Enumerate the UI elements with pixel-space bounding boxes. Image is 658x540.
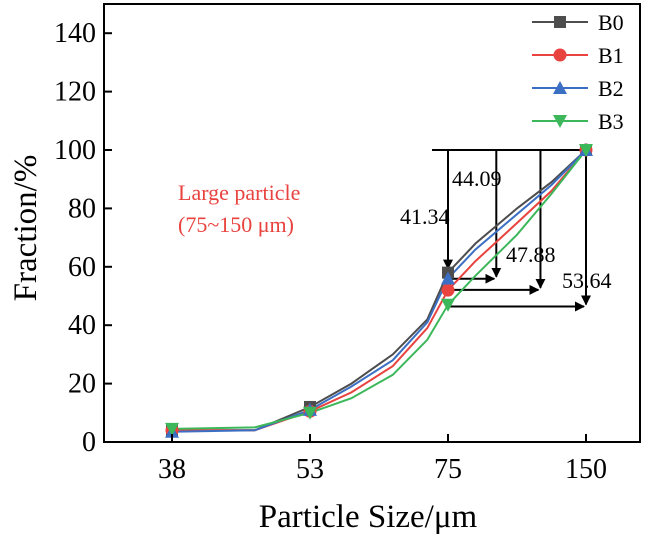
x-axis-title: Particle Size/μm xyxy=(259,499,478,535)
legend-label-B0: B0 xyxy=(598,10,624,35)
y-tick-label-6: 120 xyxy=(54,77,96,108)
y-tick-label-4: 80 xyxy=(68,193,96,224)
y-tick-label-5: 100 xyxy=(54,135,96,166)
series-line-B0 xyxy=(172,149,587,432)
large-particle-note-line2: (75~150 μm) xyxy=(178,212,294,237)
plot-frame xyxy=(103,3,641,443)
series-B3-point-0 xyxy=(165,422,179,436)
series-B1-point-6 xyxy=(441,283,455,297)
y-tick-label-7: 140 xyxy=(54,18,96,49)
series-line-B3 xyxy=(171,149,587,430)
y-tick-label-3: 60 xyxy=(68,252,96,283)
legend-marker-B2 xyxy=(553,81,567,94)
legend-label-B1: B1 xyxy=(598,43,624,68)
annotation-label-0: 41.34 xyxy=(400,204,450,229)
legend-label-B3: B3 xyxy=(598,109,624,134)
x-tick-label-0: 38 xyxy=(158,454,186,485)
legend-marker-B3 xyxy=(553,115,567,128)
legend-marker-B0 xyxy=(554,16,566,28)
y-tick-label-1: 20 xyxy=(68,369,96,400)
large-particle-note-line1: Large particle xyxy=(178,180,300,205)
annotation-label-1: 44.09 xyxy=(452,166,502,191)
x-tick-label-2: 75 xyxy=(434,454,462,485)
y-tick-label-0: 0 xyxy=(82,427,96,458)
annotation-label-3: 53.64 xyxy=(562,268,612,293)
x-tick-label-1: 53 xyxy=(296,454,324,485)
legend-label-B2: B2 xyxy=(598,76,624,101)
series-B3-point-2 xyxy=(303,406,317,420)
x-tick-label-3: 150 xyxy=(565,454,607,485)
annotation-label-2: 47.88 xyxy=(506,242,556,267)
legend-marker-B1 xyxy=(553,48,567,62)
series-B2-point-6 xyxy=(441,271,455,285)
series-B3-point-10 xyxy=(579,144,593,157)
series-B3-point-6 xyxy=(441,298,455,312)
y-tick-label-2: 40 xyxy=(68,310,96,341)
y-axis-title: Fraction/% xyxy=(8,155,44,302)
